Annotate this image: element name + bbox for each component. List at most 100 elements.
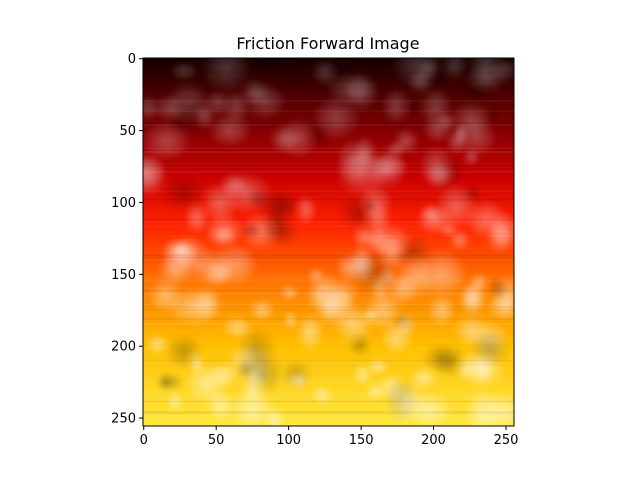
texture-blob [206,390,236,422]
texture-blob [404,97,422,119]
texture-blob [282,311,299,329]
scan-streak [143,122,514,124]
scan-streak [143,344,514,345]
texture-blob [320,286,355,326]
scan-streak [143,411,514,413]
texture-blob [200,181,239,225]
scan-streak [143,88,514,91]
texture-blob [468,354,496,384]
texture-blob [487,277,509,300]
texture-blob [164,334,204,370]
texture-blob [461,279,488,316]
texture-blob [172,236,200,270]
y-tick-label: 250 [111,412,136,427]
x-tick-label: 250 [494,433,519,448]
texture-blob [312,385,333,406]
scan-streak [143,293,514,295]
texture-blob [482,392,514,426]
scan-streak [143,87,514,89]
texture-blob [170,61,199,82]
scan-streak [143,359,514,362]
texture-blob [201,58,252,94]
scan-streak [143,318,514,320]
texture-blob [379,321,413,355]
texture-blob [143,120,192,162]
texture-blob [287,371,309,390]
y-tick-label: 50 [119,124,136,139]
heatmap-streaks [143,71,514,417]
scan-streak [143,110,514,112]
scan-streak [143,306,514,308]
scan-streak [143,392,514,394]
scan-streak [143,254,514,256]
texture-blob [209,361,240,389]
texture-blob [418,146,455,188]
scan-streak [143,198,514,201]
scan-streak [143,221,514,223]
scan-streak [143,74,514,76]
texture-blob [452,121,470,144]
x-tick-label: 100 [276,433,301,448]
scan-streak [143,323,514,325]
scan-streak [143,412,514,414]
texture-blob [420,61,449,95]
texture-blob [268,124,299,154]
x-tick-label: 150 [349,433,374,448]
texture-blob [166,392,184,412]
scan-streak [143,147,514,150]
y-tick-label: 0 [128,52,136,67]
scan-streak [143,193,514,195]
texture-blob [486,220,514,254]
texture-blob [239,220,264,240]
texture-blob [303,120,333,151]
heatmap-blobs [143,58,514,426]
x-tick-label: 200 [421,433,446,448]
scan-streak [143,121,514,123]
texture-blob [385,141,407,158]
scan-streak [143,256,514,259]
scan-streak [143,170,514,173]
scan-streak [143,377,514,380]
scan-streak [143,282,514,283]
scan-streak [143,104,514,107]
texture-blob [366,381,384,402]
scan-streak [143,275,514,278]
texture-blob [307,266,326,285]
scan-streak [143,364,514,366]
scan-streak [143,218,514,221]
texture-blob [410,366,438,390]
scan-streak [143,248,514,249]
texture-blob [419,87,452,127]
texture-blob [396,252,436,301]
scan-streak [143,414,514,417]
scan-streak [143,122,514,124]
y-tick-label: 150 [111,268,136,283]
texture-blob [278,285,300,301]
scan-streak [143,353,514,354]
scan-streak [143,97,514,99]
x-tick-label: 0 [140,433,148,448]
texture-blob [249,298,275,323]
texture-blob [427,294,456,326]
scan-streak [143,279,514,281]
scan-streak [143,100,514,102]
texture-blob [204,262,235,287]
texture-blob [335,251,363,283]
texture-blob [415,205,455,236]
y-tick-label: 200 [111,340,136,355]
texture-blob [254,58,288,75]
texture-blob [295,313,325,352]
texture-blob [464,63,508,94]
scan-streak [143,261,514,263]
scan-streak [143,79,514,82]
texture-blob [143,152,166,191]
scan-streak [143,289,514,292]
texture-blob [147,278,184,314]
texture-blob [258,189,293,239]
scan-streak [143,166,514,168]
scan-streak [143,398,514,400]
scan-streak [143,124,514,126]
texture-blob [157,373,185,392]
scan-streak [143,163,514,165]
scan-streak [143,396,514,398]
